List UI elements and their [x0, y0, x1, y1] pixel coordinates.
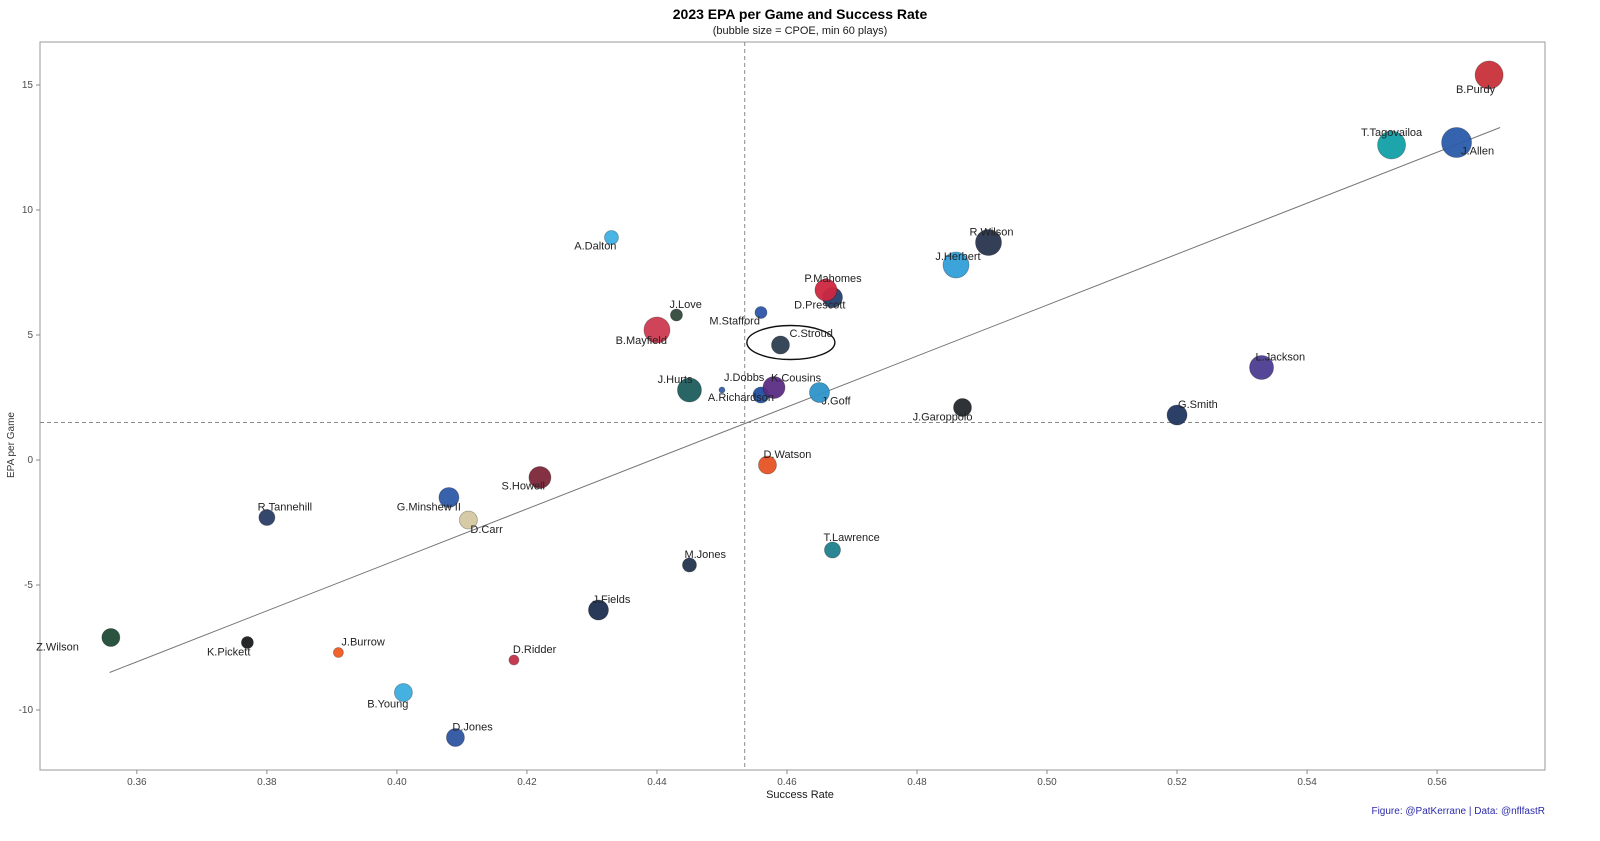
bubble-p-mahomes	[814, 278, 838, 302]
bubble-d-carr	[459, 510, 478, 530]
bubble-j-goff	[809, 382, 830, 403]
bubble-t-lawrence	[824, 541, 841, 559]
bubble-g-smith	[1166, 404, 1188, 426]
bubble-t-tagovailoa	[1377, 130, 1406, 160]
highlight-ellipse-c-stroud	[746, 324, 836, 361]
point-label-s-howell: S.Howell	[502, 481, 545, 493]
bubble-d-ridder	[508, 654, 520, 666]
bubble-d-watson	[758, 455, 777, 475]
point-label-j-fields: J.Fields	[592, 594, 630, 606]
y-axis-title: EPA per Game	[6, 412, 17, 478]
x-axis-title: Success Rate	[766, 789, 834, 801]
point-label-m-jones: M.Jones	[684, 549, 726, 561]
bubble-g-minshew-ii	[438, 487, 460, 508]
point-label-j-love: J.Love	[669, 299, 701, 311]
bubble-b-mayfield	[643, 316, 671, 344]
bubble-d-jones	[446, 728, 465, 747]
y-tick-label: 10	[22, 205, 34, 216]
bubble-j-dobbs	[718, 386, 726, 394]
point-label-d-jones: D.Jones	[452, 722, 493, 734]
bubble-z-wilson	[101, 628, 121, 647]
bubble-a-dalton	[604, 230, 619, 245]
bubble-r-wilson	[975, 229, 1002, 256]
x-tick-label: 0.54	[1297, 777, 1317, 788]
plot-panel-border	[39, 41, 1546, 771]
bubble-s-howell	[528, 466, 552, 489]
point-label-b-mayfield: B.Mayfield	[616, 335, 667, 347]
bubble-j-burrow	[332, 647, 344, 658]
chart-subtitle: (bubble size = CPOE, min 60 plays)	[712, 25, 888, 37]
bubble-k-pickett	[240, 636, 254, 649]
point-label-j-goff: J.Goff	[821, 396, 851, 408]
bubble-k-cousins	[762, 376, 786, 399]
y-tick-label: 0	[27, 455, 33, 466]
point-label-p-mahomes: P.Mahomes	[804, 273, 862, 285]
x-tick-label: 0.36	[127, 777, 147, 788]
figure-credit: Figure: @PatKerrane | Data: @nflfastR	[1371, 806, 1545, 817]
point-label-d-carr: D.Carr	[470, 524, 503, 536]
point-label-t-lawrence: T.Lawrence	[823, 532, 879, 544]
point-label-j-dobbs: J.Dobbs	[724, 372, 765, 384]
bubble-c-stroud	[771, 335, 790, 355]
x-tick-label: 0.44	[647, 777, 667, 788]
point-label-a-dalton: A.Dalton	[574, 241, 616, 253]
y-tick-label: 5	[27, 330, 33, 341]
point-label-a-richardson: A.Richardson	[708, 392, 774, 404]
bubble-m-stafford	[754, 306, 768, 319]
bubble-j-garoppolo	[953, 398, 972, 417]
y-tick-label: -5	[24, 580, 33, 591]
point-label-g-smith: G.Smith	[1178, 399, 1218, 411]
point-label-d-ridder: D.Ridder	[513, 644, 557, 656]
bubble-m-jones	[682, 557, 697, 573]
x-tick-label: 0.50	[1037, 777, 1057, 788]
point-label-b-young: B.Young	[367, 699, 408, 711]
x-tick-label: 0.56	[1427, 777, 1447, 788]
point-label-c-stroud: C.Stroud	[789, 328, 832, 340]
point-label-k-pickett: K.Pickett	[207, 647, 250, 659]
point-label-r-tannehill: R.Tannehill	[258, 502, 312, 514]
point-label-d-prescott: D.Prescott	[794, 300, 845, 312]
point-label-g-minshew-ii: G.Minshew II	[397, 502, 461, 514]
bubble-j-herbert	[942, 251, 970, 279]
bubble-j-allen	[1441, 127, 1472, 158]
x-tick-label: 0.48	[907, 777, 927, 788]
x-tick-label: 0.52	[1167, 777, 1187, 788]
point-label-z-wilson: Z.Wilson	[36, 642, 79, 654]
bubble-j-love	[670, 308, 683, 322]
x-tick-label: 0.40	[387, 777, 407, 788]
point-label-t-tagovailoa: T.Tagovailoa	[1361, 127, 1423, 139]
bubble-r-tannehill	[258, 509, 276, 526]
trend-line	[109, 127, 1501, 673]
chart-title: 2023 EPA per Game and Success Rate	[672, 6, 928, 22]
x-tick-label: 0.38	[257, 777, 277, 788]
bubble-b-young	[394, 683, 413, 702]
x-tick-label: 0.42	[517, 777, 537, 788]
point-label-l-jackson: L.Jackson	[1256, 352, 1306, 364]
point-label-b-purdy: B.Purdy	[1456, 84, 1496, 96]
point-label-r-wilson: R.Wilson	[969, 227, 1013, 239]
point-label-m-stafford: M.Stafford	[709, 316, 760, 328]
bubble-j-hurts	[677, 377, 702, 403]
y-tick-label: -10	[19, 705, 34, 716]
bubble-l-jackson	[1249, 355, 1274, 380]
point-label-j-allen: J.Allen	[1461, 146, 1494, 158]
point-label-d-watson: D.Watson	[763, 449, 811, 461]
point-label-k-cousins: K.Cousins	[771, 373, 822, 385]
bubble-j-fields	[588, 599, 609, 621]
x-tick-label: 0.46	[777, 777, 797, 788]
point-label-j-burrow: J.Burrow	[341, 637, 384, 649]
point-label-j-garoppolo: J.Garoppolo	[913, 412, 973, 424]
bubble-b-purdy	[1474, 60, 1504, 90]
point-label-j-hurts: J.Hurts	[658, 374, 693, 386]
y-tick-label: 15	[22, 80, 34, 91]
point-label-j-herbert: J.Herbert	[935, 251, 980, 263]
